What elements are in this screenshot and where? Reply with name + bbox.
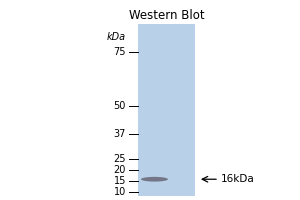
Text: Western Blot: Western Blot <box>129 9 204 22</box>
Text: kDa: kDa <box>107 32 126 42</box>
Text: 15: 15 <box>114 176 126 186</box>
Text: 50: 50 <box>114 101 126 111</box>
Text: 75: 75 <box>113 47 126 57</box>
Bar <box>138 24 195 196</box>
Text: 20: 20 <box>114 165 126 175</box>
Text: 16kDa: 16kDa <box>220 174 254 184</box>
Text: 10: 10 <box>114 187 126 197</box>
Text: 25: 25 <box>113 154 126 164</box>
Text: 37: 37 <box>114 129 126 139</box>
Ellipse shape <box>141 177 168 182</box>
